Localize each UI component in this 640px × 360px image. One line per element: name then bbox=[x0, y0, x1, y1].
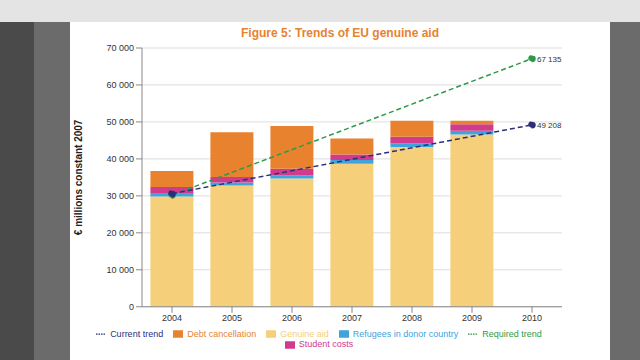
svg-text:€ millions constant 2007: € millions constant 2007 bbox=[73, 119, 84, 235]
svg-text:67 135: 67 135 bbox=[537, 55, 562, 64]
html-text:Genuine aid: Genuine aid bbox=[280, 328, 329, 339]
svg-text:30 000: 30 000 bbox=[106, 191, 134, 201]
svg-text:2007: 2007 bbox=[342, 313, 362, 323]
svg-text:2006: 2006 bbox=[282, 313, 302, 323]
svg-text:40 000: 40 000 bbox=[106, 154, 134, 164]
svg-text:60 000: 60 000 bbox=[106, 80, 134, 90]
svg-text:2010: 2010 bbox=[522, 313, 542, 323]
svg-text:2004: 2004 bbox=[162, 313, 182, 323]
svg-text:50 000: 50 000 bbox=[106, 117, 134, 127]
html-text:Required trend: Required trend bbox=[482, 328, 542, 339]
svg-text:20 000: 20 000 bbox=[106, 228, 134, 238]
html-text:Debt cancellation: Debt cancellation bbox=[187, 328, 257, 339]
svg-text:2005: 2005 bbox=[222, 313, 242, 323]
svg-text:49 208: 49 208 bbox=[537, 121, 562, 130]
html-text:Student costs: Student costs bbox=[298, 339, 354, 350]
svg-text:2009: 2009 bbox=[462, 313, 482, 323]
html-text:Figure 5: Trends of EU genuine: Figure 5: Trends of EU genuine aid bbox=[241, 26, 439, 40]
svg-text:70 000: 70 000 bbox=[106, 43, 134, 53]
svg-text:10 000: 10 000 bbox=[106, 265, 134, 275]
svg-text:0: 0 bbox=[129, 302, 134, 312]
html-text:Current trend: Current trend bbox=[110, 328, 164, 339]
html-text:Refugees in donor country: Refugees in donor country bbox=[352, 328, 459, 339]
svg-text:2008: 2008 bbox=[402, 313, 422, 323]
